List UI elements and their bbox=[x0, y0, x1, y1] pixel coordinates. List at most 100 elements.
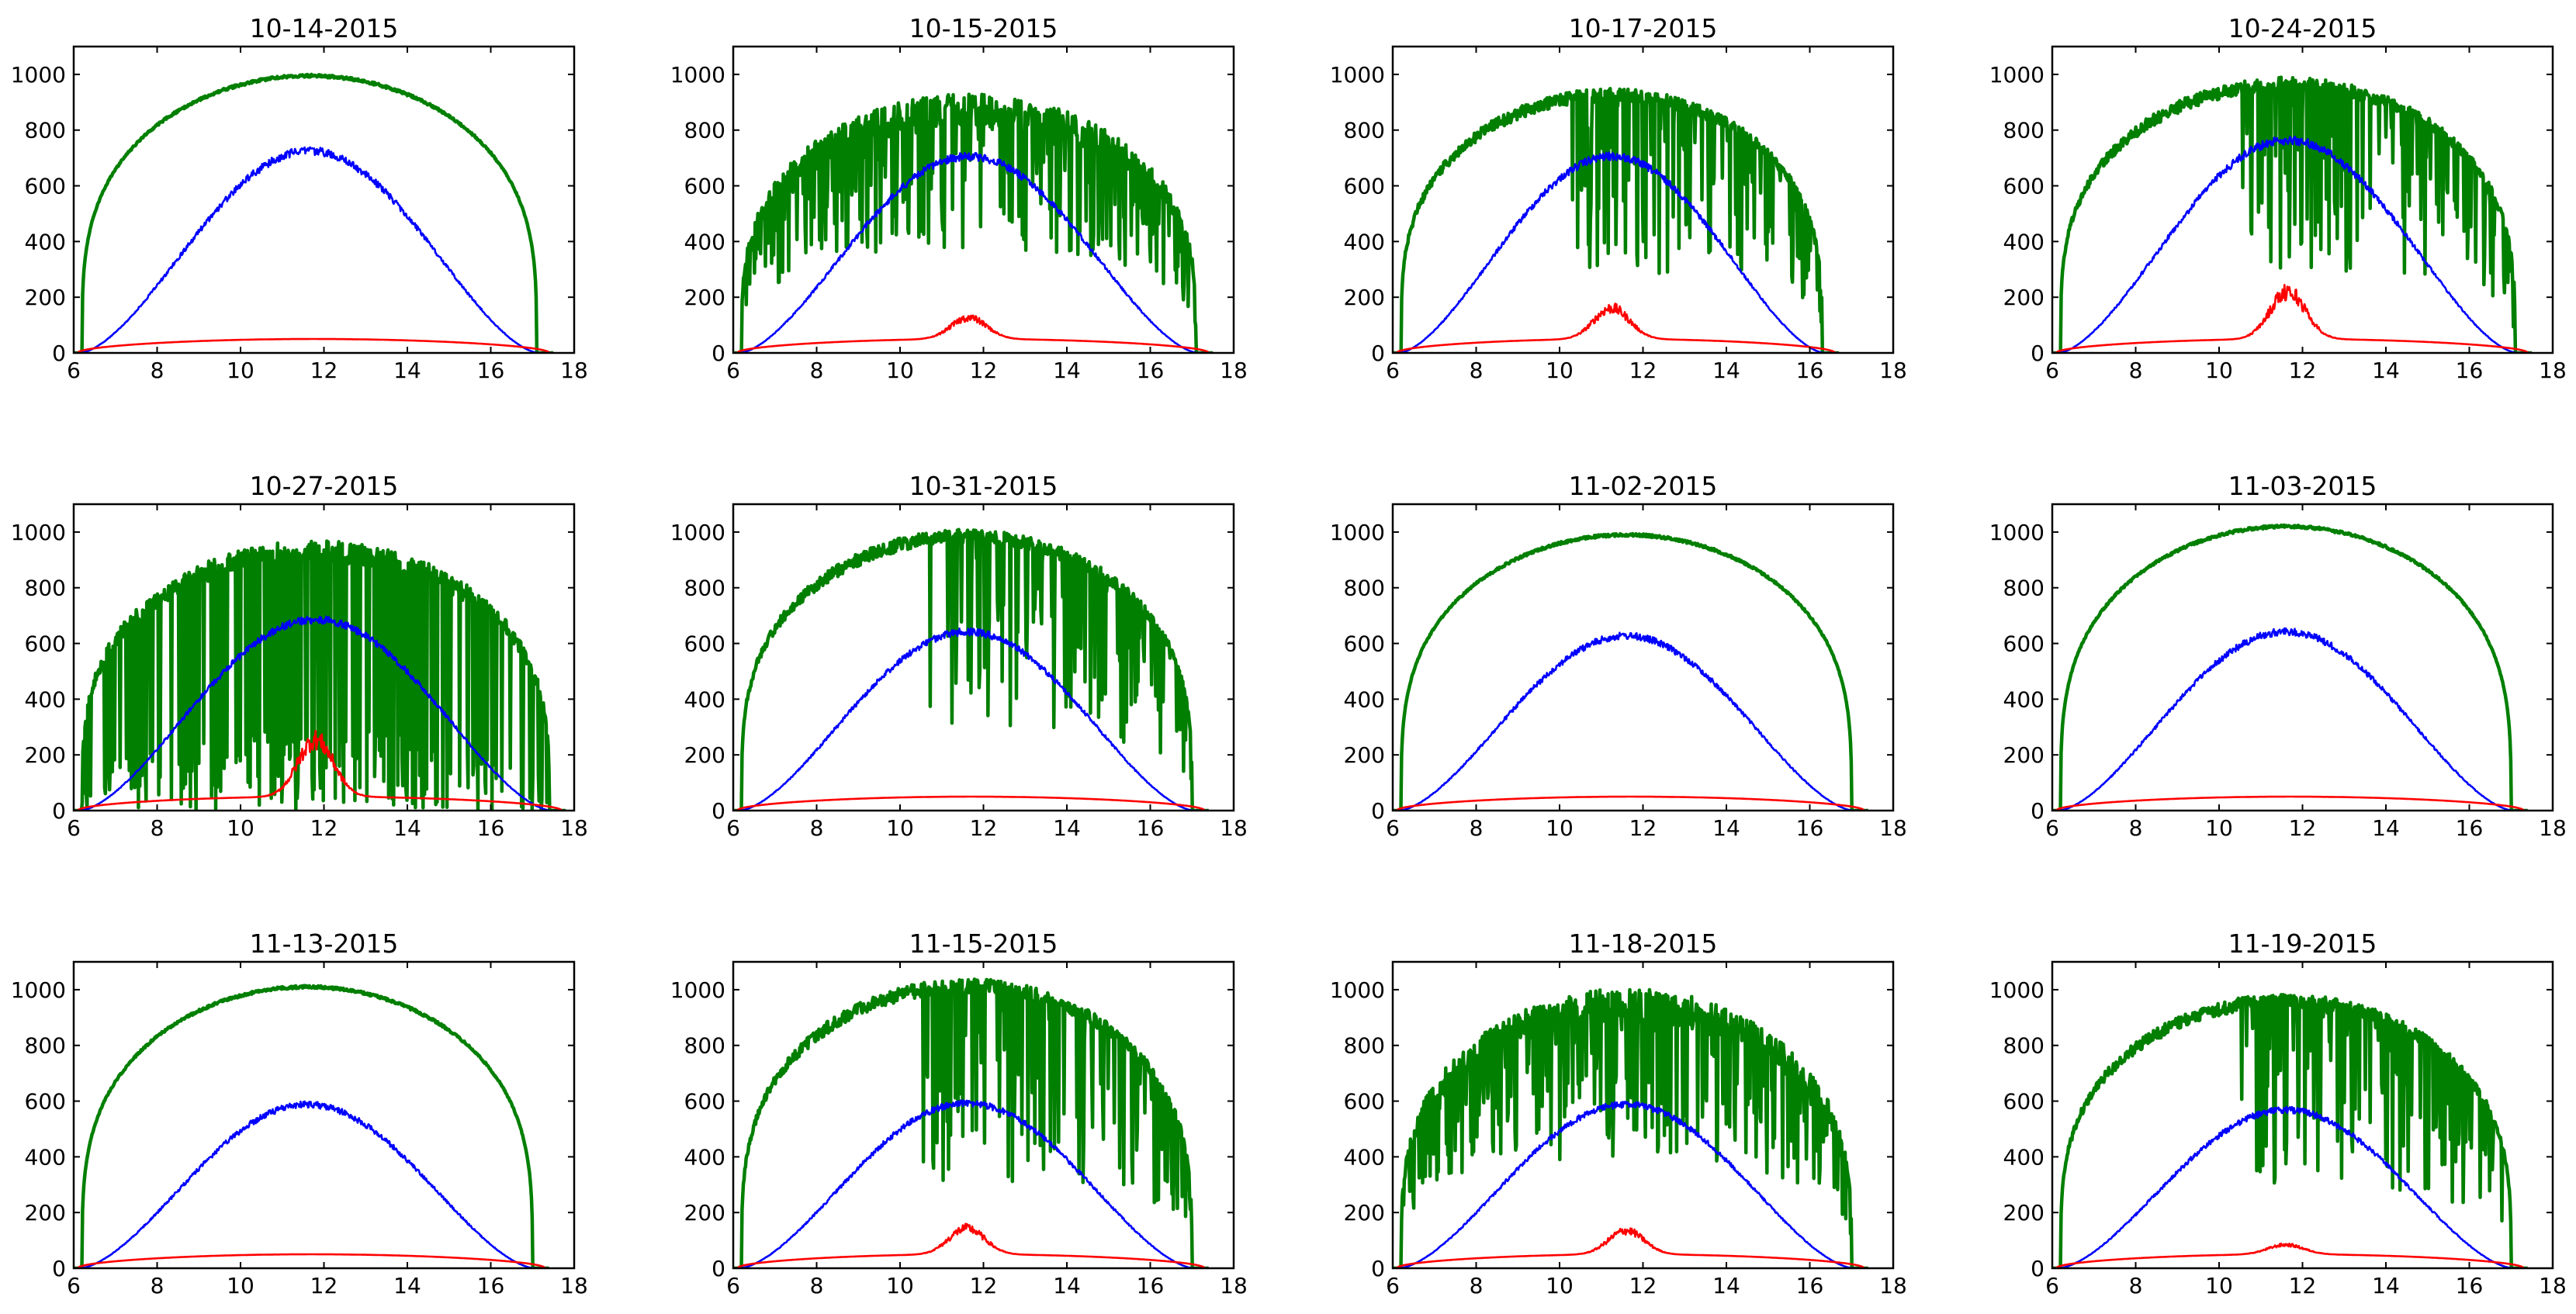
y-tick-label: 200 bbox=[1344, 285, 1385, 310]
x-tick-label: 18 bbox=[560, 815, 588, 841]
x-tick-label: 6 bbox=[2045, 358, 2059, 383]
y-tick-label: 600 bbox=[25, 1089, 66, 1115]
y-tick-label: 1000 bbox=[1989, 977, 2045, 1003]
x-tick-label: 18 bbox=[2539, 358, 2567, 383]
chart-title: 10-31-2015 bbox=[909, 471, 1058, 501]
x-tick-label: 18 bbox=[1220, 358, 1248, 383]
x-tick-label: 18 bbox=[1220, 815, 1248, 841]
y-tick-label: 400 bbox=[25, 229, 66, 254]
x-tick-label: 10 bbox=[1546, 815, 1574, 841]
chart-title: 11-18-2015 bbox=[1569, 928, 1718, 959]
series-line-blue bbox=[2052, 627, 2529, 811]
y-tick-label: 600 bbox=[684, 174, 725, 199]
y-tick-label: 400 bbox=[684, 229, 725, 254]
y-tick-label: 600 bbox=[684, 631, 725, 657]
x-tick-label: 18 bbox=[2539, 1273, 2567, 1298]
series-line-blue bbox=[733, 627, 1210, 811]
x-tick-label: 16 bbox=[477, 1273, 505, 1298]
x-tick-label: 18 bbox=[1879, 815, 1907, 841]
x-tick-label: 16 bbox=[1137, 815, 1165, 841]
y-tick-label: 600 bbox=[2003, 174, 2045, 199]
x-tick-label: 14 bbox=[1053, 815, 1081, 841]
y-tick-label: 1000 bbox=[1989, 62, 2045, 88]
y-tick-label: 600 bbox=[25, 631, 66, 657]
x-tick-label: 10 bbox=[886, 815, 914, 841]
series-line-blue bbox=[733, 1099, 1210, 1268]
chart-title: 10-27-2015 bbox=[250, 471, 399, 501]
x-tick-label: 18 bbox=[2539, 815, 2567, 841]
y-tick-label: 600 bbox=[684, 1089, 725, 1115]
series-line-green bbox=[74, 72, 555, 353]
y-tick-label: 800 bbox=[2003, 576, 2045, 601]
chart-title: 11-02-2015 bbox=[1569, 471, 1718, 501]
series-line-green bbox=[2052, 523, 2529, 811]
y-tick-label: 0 bbox=[52, 798, 66, 824]
y-tick-label: 400 bbox=[25, 1144, 66, 1170]
chart-title: 11-19-2015 bbox=[2228, 928, 2377, 959]
y-tick-label: 400 bbox=[2003, 686, 2045, 712]
series-line-green bbox=[733, 977, 1210, 1268]
series-line-red bbox=[733, 1222, 1210, 1268]
x-tick-label: 14 bbox=[1053, 358, 1081, 383]
chart-title: 11-15-2015 bbox=[909, 928, 1058, 959]
series-line-green bbox=[733, 527, 1210, 811]
series-line-blue bbox=[2052, 1105, 2529, 1268]
plot-frame bbox=[2051, 503, 2554, 812]
series-line-blue bbox=[1393, 1101, 1869, 1268]
series-line-red bbox=[2052, 283, 2533, 353]
x-tick-label: 18 bbox=[1220, 1273, 1248, 1298]
x-tick-label: 10 bbox=[886, 358, 914, 383]
x-tick-label: 6 bbox=[2045, 815, 2059, 841]
x-tick-label: 6 bbox=[1386, 815, 1400, 841]
y-tick-label: 200 bbox=[2003, 1200, 2045, 1226]
y-tick-label: 800 bbox=[2003, 118, 2045, 144]
y-tick-label: 200 bbox=[2003, 285, 2045, 310]
series-line-red bbox=[74, 337, 554, 353]
chart-panel: 10-31-2015 6 8 10 12 14 16 18 0 200 400 600 800 1000 bbox=[670, 471, 1248, 841]
chart-panel: 11-03-2015 6 8 10 12 14 16 18 0 200 400 600 800 1000 bbox=[1989, 471, 2567, 841]
x-tick-label: 16 bbox=[1796, 358, 1824, 383]
y-tick-label: 1000 bbox=[1330, 62, 1385, 88]
series-line-red bbox=[1393, 303, 1840, 353]
x-tick-label: 6 bbox=[2045, 1273, 2059, 1298]
y-tick-label: 200 bbox=[684, 1200, 725, 1226]
x-tick-label: 12 bbox=[2289, 358, 2317, 383]
x-tick-label: 8 bbox=[151, 815, 164, 841]
y-tick-label: 800 bbox=[25, 576, 66, 601]
y-tick-label: 400 bbox=[684, 1144, 725, 1170]
y-tick-label: 800 bbox=[1344, 576, 1385, 601]
x-tick-label: 14 bbox=[1712, 1273, 1740, 1298]
y-tick-label: 800 bbox=[25, 118, 66, 144]
y-tick-label: 200 bbox=[684, 285, 725, 310]
x-tick-label: 12 bbox=[1629, 815, 1657, 841]
y-tick-label: 1000 bbox=[11, 62, 66, 88]
y-tick-label: 400 bbox=[25, 686, 66, 712]
x-tick-label: 12 bbox=[1629, 1273, 1657, 1298]
y-tick-label: 600 bbox=[1344, 174, 1385, 199]
x-tick-label: 16 bbox=[1796, 815, 1824, 841]
chart-panel: 11-15-2015 6 8 10 12 14 16 18 0 200 400 600 800 1000 bbox=[670, 928, 1248, 1298]
y-tick-label: 800 bbox=[684, 118, 725, 144]
chart-title: 10-15-2015 bbox=[909, 13, 1058, 43]
x-tick-label: 18 bbox=[1879, 1273, 1907, 1298]
series-line-green bbox=[2052, 993, 2529, 1268]
y-tick-label: 0 bbox=[712, 798, 725, 824]
x-tick-label: 14 bbox=[2372, 1273, 2400, 1298]
x-tick-label: 8 bbox=[151, 1273, 164, 1298]
chart-title: 10-24-2015 bbox=[2228, 13, 2377, 43]
y-tick-label: 0 bbox=[2031, 798, 2045, 824]
y-tick-label: 1000 bbox=[11, 520, 66, 545]
x-tick-label: 10 bbox=[2205, 815, 2233, 841]
x-tick-label: 10 bbox=[227, 815, 254, 841]
chart-panel: 11-19-2015 6 8 10 12 14 16 18 0 200 400 600 800 1000 bbox=[1989, 928, 2567, 1298]
y-tick-label: 200 bbox=[1344, 1200, 1385, 1226]
chart-panel: 10-27-2015 6 8 10 12 14 16 18 0 200 400 600 800 1000 bbox=[11, 471, 588, 841]
y-tick-label: 600 bbox=[1344, 1089, 1385, 1115]
x-tick-label: 14 bbox=[2372, 815, 2400, 841]
y-tick-label: 400 bbox=[1344, 686, 1385, 712]
y-tick-label: 0 bbox=[2031, 1256, 2045, 1281]
chart-panel: 10-24-2015 6 8 10 12 14 16 18 0 200 400 600 800 1000 bbox=[1989, 13, 2567, 383]
series-line-blue bbox=[1393, 631, 1869, 811]
series-line-blue bbox=[74, 1100, 550, 1268]
